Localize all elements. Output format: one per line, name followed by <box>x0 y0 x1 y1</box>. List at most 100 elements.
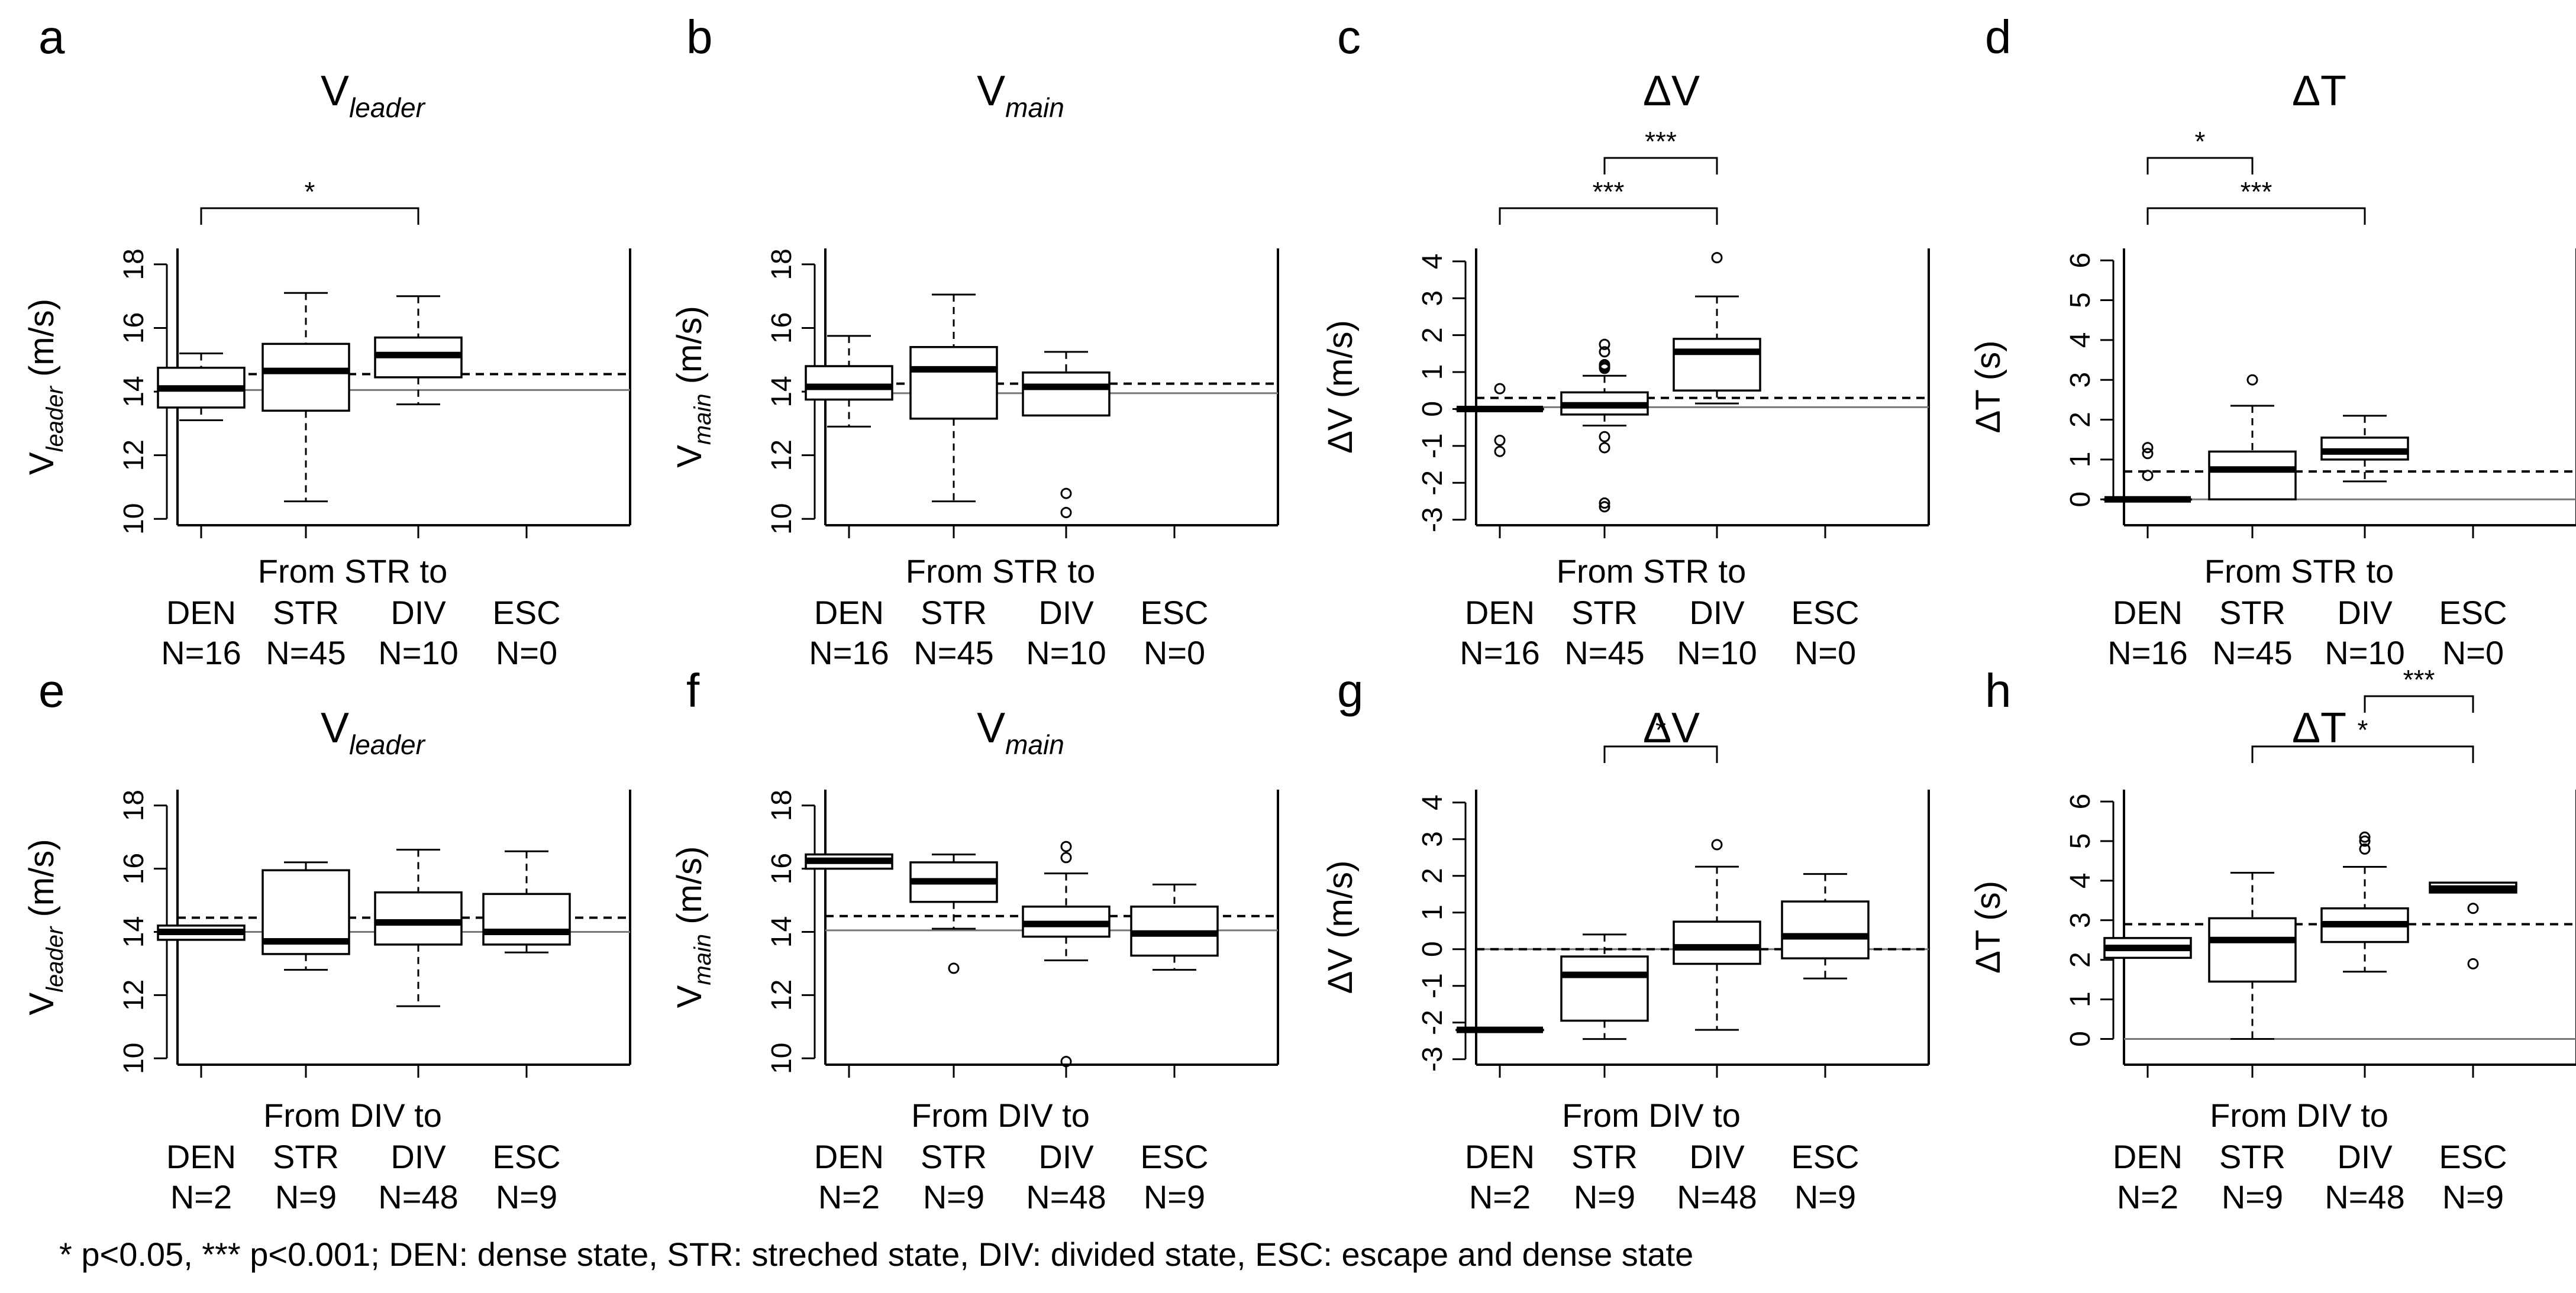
count-label-den: N=2 <box>818 1178 880 1216</box>
outlier-point <box>2246 374 2258 386</box>
y-tick-label: 3 <box>2065 912 2096 928</box>
category-label-div: DIV <box>390 1138 446 1175</box>
y-tick-label: 1 <box>1417 364 1448 380</box>
count-label-esc: N=9 <box>1144 1178 1205 1216</box>
outlier-point <box>1599 501 1610 513</box>
x-group-label: From STR to <box>2204 552 2394 590</box>
count-label-den: N=16 <box>1460 634 1539 671</box>
boxplot-div <box>1022 351 1111 518</box>
category-label-esc: ESC <box>1140 594 1208 631</box>
boxplot-esc <box>1781 873 1870 980</box>
category-label-str: STR <box>273 1138 339 1175</box>
y-tick-label: 2 <box>2065 952 2096 968</box>
outlier-point <box>1599 359 1610 371</box>
y-tick-label: 10 <box>118 1043 150 1074</box>
count-label-div: N=10 <box>1026 634 1106 671</box>
y-tick-label: 3 <box>1417 290 1448 306</box>
outlier-point <box>1599 346 1610 358</box>
box-iqr <box>1673 338 1761 392</box>
outlier-point <box>1494 383 1506 395</box>
outlier-point <box>1494 445 1506 457</box>
outlier-point <box>2467 903 2479 914</box>
boxplot-str <box>2208 872 2297 1040</box>
outlier-point <box>2142 470 2154 481</box>
count-label-str: N=9 <box>923 1178 984 1216</box>
y-tick-label: 3 <box>2065 372 2096 388</box>
category-label-div: DIV <box>390 594 446 631</box>
boxplot-div <box>1673 252 1761 405</box>
category-label-div: DIV <box>2337 1138 2393 1175</box>
x-group-label: From STR to <box>258 552 447 590</box>
bracket-line <box>2146 157 2254 174</box>
significance-label: * <box>305 176 315 207</box>
panel-title: Vmain <box>977 67 1064 123</box>
significance-bracket: * <box>2251 715 2474 763</box>
y-tick-label: 16 <box>118 853 150 884</box>
panel-f: f Vmain 10 12 14 16 18 Vmain (m/s) From DIV to DE… <box>670 664 1279 1216</box>
boxplot-div <box>1673 839 1761 1031</box>
boxplot-div <box>374 849 463 1007</box>
y-tick-label: 10 <box>766 1043 798 1074</box>
y-tick-label: 18 <box>118 790 150 821</box>
significance-label: *** <box>2241 176 2272 207</box>
bracket-line <box>1603 745 1718 763</box>
significance-bracket: * <box>200 176 419 225</box>
y-tick-label: 4 <box>1417 253 1448 269</box>
x-group-label: From DIV to <box>2210 1097 2388 1134</box>
panel-letter: f <box>686 664 700 717</box>
box-iqr <box>1022 371 1111 417</box>
outlier-point <box>2359 843 2371 855</box>
panel-title: ΔV <box>1643 704 1700 752</box>
boxplot-div <box>2320 415 2409 483</box>
panel-letter: a <box>38 11 65 63</box>
category-label-esc: ESC <box>1791 594 1859 631</box>
outlier-point <box>2142 442 2154 454</box>
category-label-esc: ESC <box>492 594 560 631</box>
boxplot-den <box>805 853 893 870</box>
count-label-esc: N=9 <box>1794 1178 1856 1216</box>
outlier-point <box>948 962 960 974</box>
panel-b: b Vmain 10 12 14 16 18 Vmain (m/s) From STR to DE… <box>670 11 1279 671</box>
count-label-esc: N=9 <box>2442 1178 2504 1216</box>
category-label-str: STR <box>921 1138 987 1175</box>
boxplot-str <box>262 861 350 971</box>
category-label-div: DIV <box>1038 1138 1094 1175</box>
category-label-esc: ESC <box>2439 594 2507 631</box>
outlier-point <box>1711 839 1723 851</box>
panel-letter: g <box>1337 664 1364 717</box>
y-tick-label: -1 <box>1417 973 1448 998</box>
panel-title: Vleader <box>321 704 426 760</box>
count-label-den: N=16 <box>2107 634 2187 671</box>
x-group-label: From DIV to <box>263 1097 442 1134</box>
outlier-point <box>1060 1056 1072 1068</box>
count-label-esc: N=9 <box>496 1178 557 1216</box>
boxplot-str <box>1560 933 1649 1040</box>
boxplot-str <box>909 293 998 503</box>
boxplot-den <box>2103 442 2192 503</box>
significance-bracket: * <box>1603 715 1718 763</box>
count-label-str: N=45 <box>2212 634 2292 671</box>
outlier-point <box>1711 252 1723 264</box>
panel-title: Vleader <box>321 67 426 123</box>
outlier-point <box>1060 852 1072 864</box>
category-label-esc: ESC <box>1791 1138 1859 1175</box>
y-tick-label: -3 <box>1417 1046 1448 1072</box>
outlier-point <box>1060 487 1072 499</box>
bracket-line <box>2251 745 2474 763</box>
x-group-label: From DIV to <box>1562 1097 1741 1134</box>
count-label-div: N=10 <box>2325 634 2404 671</box>
y-tick-label: -1 <box>1417 433 1448 458</box>
outlier-point <box>2359 831 2371 843</box>
box-iqr <box>262 342 350 412</box>
y-tick-label: 3 <box>1417 831 1448 847</box>
bracket-line <box>200 207 419 225</box>
category-label-den: DEN <box>1465 1138 1535 1175</box>
outlier-point <box>1494 434 1506 446</box>
count-label-str: N=45 <box>1564 634 1644 671</box>
boxplot-den <box>1455 383 1544 457</box>
boxplot-den <box>2103 937 2192 959</box>
y-axis-label: Vmain (m/s) <box>670 306 716 468</box>
y-tick-label: 12 <box>766 439 798 471</box>
category-label-str: STR <box>2219 1138 2286 1175</box>
y-tick-label: 5 <box>2065 292 2096 308</box>
